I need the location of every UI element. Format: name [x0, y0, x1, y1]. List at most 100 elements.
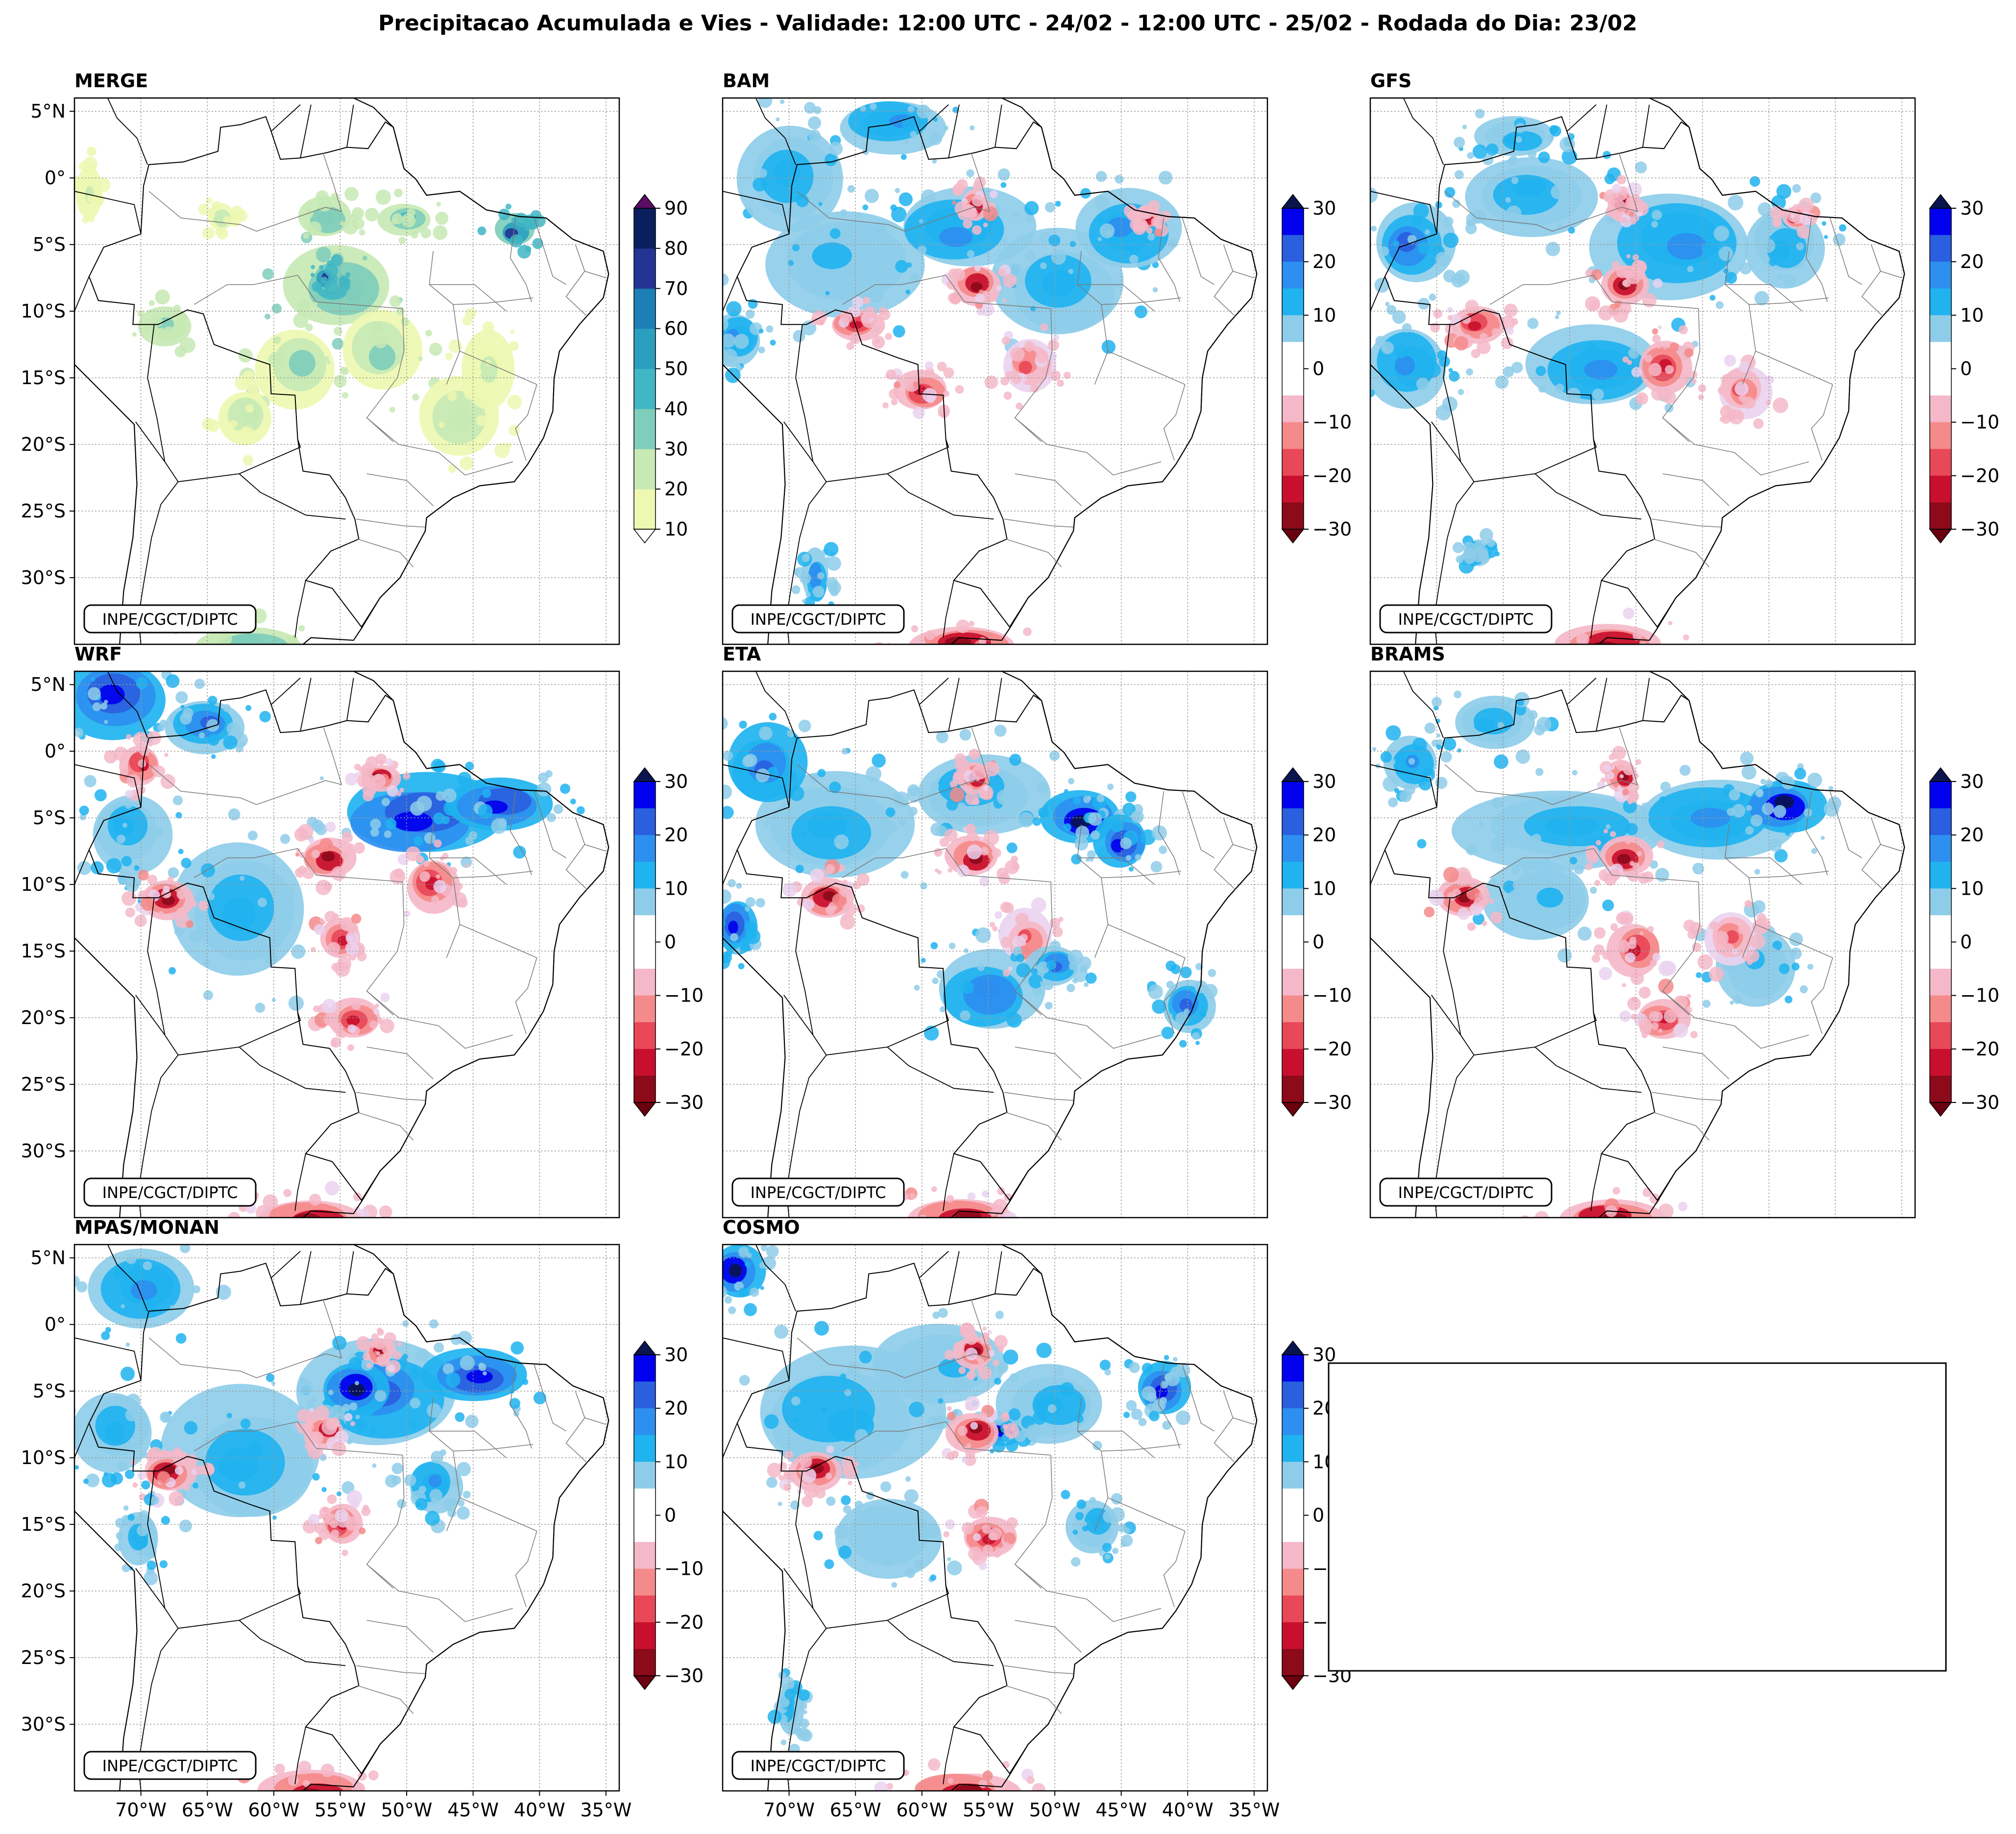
brazil-border [1384, 689, 1905, 1201]
field-speck [1477, 340, 1491, 354]
field-speck [944, 1349, 955, 1361]
field-speck [355, 1415, 360, 1419]
field-speck [853, 1461, 859, 1467]
field-speck [206, 719, 219, 732]
field-speck [180, 712, 192, 725]
field-speck [343, 831, 349, 836]
field-speck [826, 556, 841, 571]
field-speck [311, 850, 320, 858]
field-speck [1491, 836, 1506, 852]
field-speck [913, 1560, 923, 1569]
field-speck [1728, 789, 1740, 801]
field-speck [127, 1514, 135, 1521]
state-border [1829, 791, 1862, 858]
country-border [1566, 104, 1597, 132]
field-speck [288, 995, 304, 1011]
field-speck [1619, 1010, 1631, 1022]
colorbar-segment [634, 1355, 656, 1382]
field-cell [955, 1785, 982, 1791]
field-speck [1635, 759, 1642, 765]
country-border [1534, 1012, 1597, 1048]
field-speck [1612, 184, 1622, 194]
field-speck [1604, 867, 1610, 873]
field-speck [1769, 838, 1782, 852]
field-speck [439, 1449, 447, 1456]
field-speck [936, 970, 945, 978]
field-speck [744, 754, 757, 767]
field-speck [1602, 899, 1614, 911]
field-speck [126, 774, 140, 788]
field-speck [1010, 1426, 1015, 1431]
colorbar-segment [634, 328, 656, 369]
field-speck [1093, 1441, 1102, 1450]
field-speck [327, 1494, 337, 1504]
field-speck [305, 1441, 315, 1451]
field-speck [1621, 1220, 1632, 1230]
field-speck [245, 404, 254, 413]
field-speck [805, 592, 811, 597]
colorbar-tick-label: 20 [664, 824, 688, 846]
field-speck [1803, 808, 1812, 817]
field-speck [1436, 739, 1443, 745]
field-speck [510, 329, 515, 334]
field-speck [135, 1539, 145, 1550]
field-speck [1003, 391, 1012, 400]
field-speck [1425, 362, 1441, 378]
field-speck [1073, 797, 1081, 805]
field-speck [793, 568, 800, 575]
field-speck [1599, 967, 1612, 980]
field-speck [163, 645, 177, 659]
field-speck [1503, 880, 1516, 893]
field-speck [1080, 964, 1088, 973]
field-speck [1089, 1516, 1093, 1521]
field-speck [1035, 350, 1048, 364]
state-border [1005, 1685, 1062, 1714]
field-speck [1534, 1211, 1549, 1218]
field-speck [134, 1264, 140, 1270]
field-speck [993, 1549, 1001, 1558]
field-speck [1716, 301, 1724, 309]
field-speck [1564, 1222, 1571, 1228]
colorbar-segment [1282, 1355, 1304, 1382]
field-speck [994, 1377, 1001, 1385]
field-speck [781, 799, 795, 813]
country-border [294, 580, 306, 638]
field-speck [434, 1342, 444, 1353]
field-speck [948, 1233, 952, 1237]
field-speck [101, 1472, 117, 1488]
colorbar-tick-label: −30 [664, 1092, 704, 1113]
state-border [1444, 764, 1622, 805]
colorbar-tick-label: 40 [664, 398, 688, 419]
state-border [1163, 1531, 1186, 1607]
field-speck [1839, 224, 1846, 232]
field-speck [265, 314, 270, 319]
state-border [1214, 1418, 1236, 1464]
field-speck [1075, 1414, 1084, 1423]
field-speck [1152, 287, 1158, 293]
state-border [1101, 297, 1181, 305]
field-speck [916, 104, 931, 119]
colorbar-tick-label: −20 [1960, 1038, 1999, 1060]
state-border [1004, 1665, 1074, 1674]
field-speck [847, 1362, 860, 1375]
field-speck [1828, 786, 1833, 791]
field-speck [226, 722, 240, 735]
lat-tick-label: 0° [45, 167, 66, 189]
colorbar-extend-top [633, 767, 656, 782]
field-speck [1698, 394, 1704, 400]
field-speck [331, 254, 343, 267]
field-speck [723, 889, 731, 904]
field-speck [1002, 969, 1010, 977]
field-speck [760, 1245, 768, 1251]
country-border [270, 104, 301, 132]
field-speck [1103, 1510, 1117, 1523]
state-border [194, 1421, 298, 1452]
field-speck [944, 829, 958, 842]
field-speck [1072, 1529, 1078, 1535]
field-speck [1162, 1420, 1171, 1430]
field-speck [576, 806, 585, 815]
field-speck [147, 309, 152, 314]
field-speck [885, 821, 897, 833]
field-speck [946, 1195, 954, 1203]
field-speck [801, 831, 806, 836]
